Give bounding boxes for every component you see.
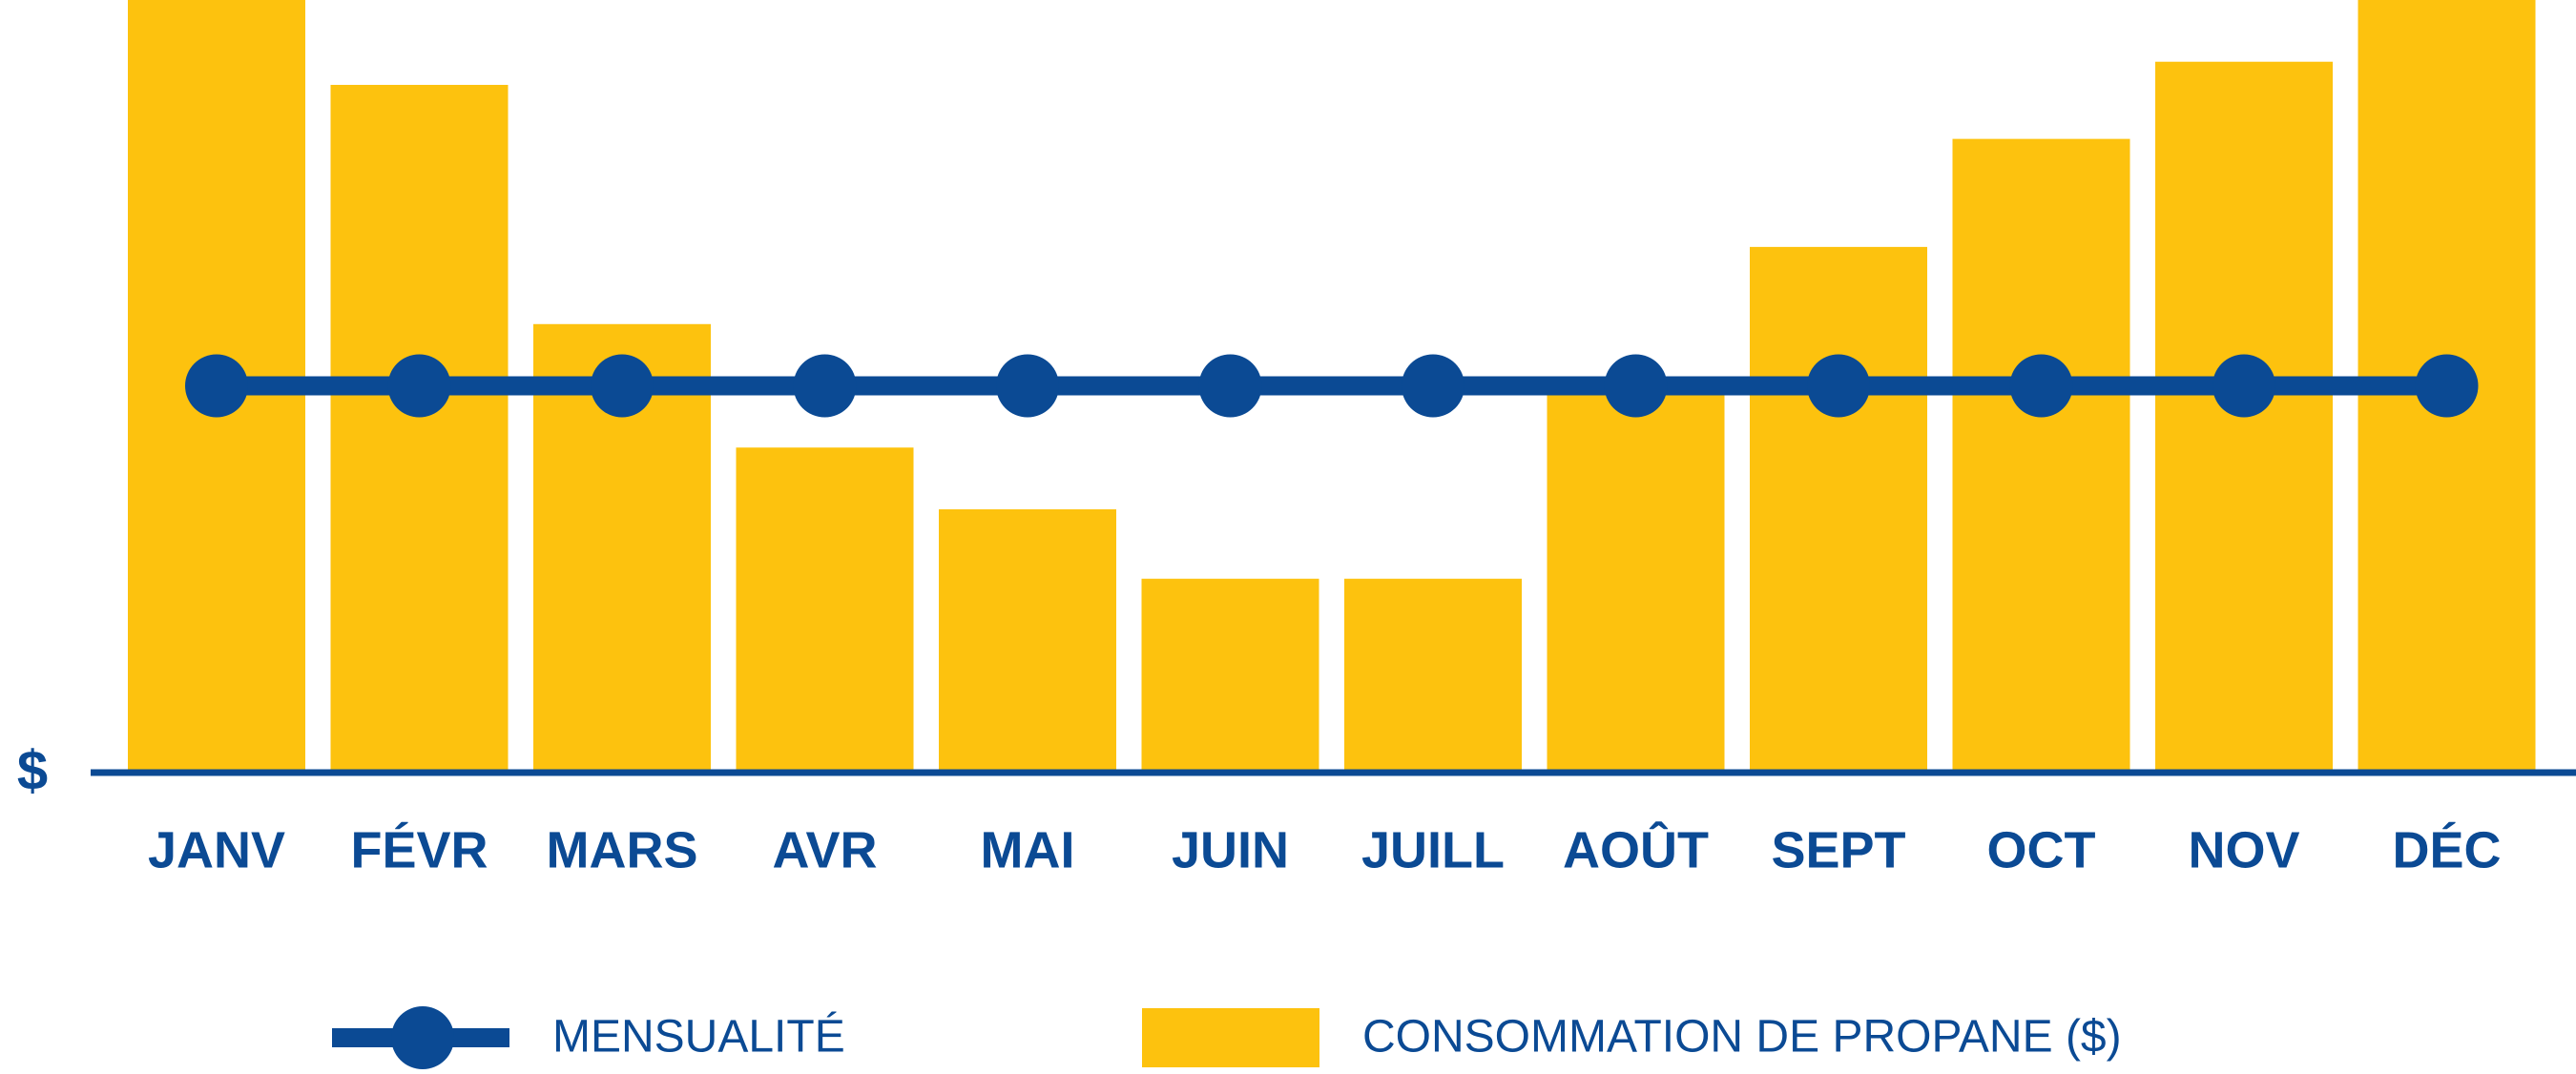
x-tick-label: NOV <box>2188 821 2299 878</box>
y-axis-label: $ <box>17 739 48 801</box>
x-tick-label: AOÛT <box>1563 820 1709 878</box>
x-tick-label: FÉVR <box>350 821 488 878</box>
x-tick-label: JUIN <box>1172 821 1289 878</box>
bar <box>1141 578 1319 772</box>
legend-swatch <box>1142 1008 1319 1067</box>
line-marker <box>591 354 654 418</box>
bar <box>939 508 1116 772</box>
x-tick-label: MARS <box>547 821 698 878</box>
x-tick-label: JUILL <box>1361 821 1505 878</box>
line-marker <box>1402 354 1465 418</box>
line-marker <box>996 354 1059 418</box>
line-marker <box>2009 354 2073 418</box>
line-marker <box>1604 354 1668 418</box>
line-marker <box>2415 354 2479 418</box>
bar <box>1344 578 1522 772</box>
legend-label: CONSOMMATION DE PROPANE ($) <box>1362 1012 2122 1063</box>
line-marker <box>1198 354 1262 418</box>
bar <box>1547 385 1725 772</box>
line-marker <box>1807 354 1870 418</box>
line-marker <box>387 354 451 418</box>
bar <box>1750 246 1927 772</box>
line-marker <box>2212 354 2275 418</box>
x-tick-label: MAI <box>981 821 1075 878</box>
x-tick-label: OCT <box>1987 821 2096 878</box>
legend-label: MENSUALITÉ <box>552 1012 845 1063</box>
line-marker <box>793 354 857 418</box>
legend-marker <box>391 1006 454 1069</box>
x-tick-label: JANV <box>148 821 285 878</box>
x-tick-label: SEPT <box>1771 821 1905 878</box>
bar <box>1952 138 2130 772</box>
x-tick-label: AVR <box>772 821 877 878</box>
bar <box>330 84 509 773</box>
x-tick-label: DÉC <box>2392 821 2501 878</box>
line-marker <box>185 354 248 418</box>
bar <box>736 447 914 772</box>
